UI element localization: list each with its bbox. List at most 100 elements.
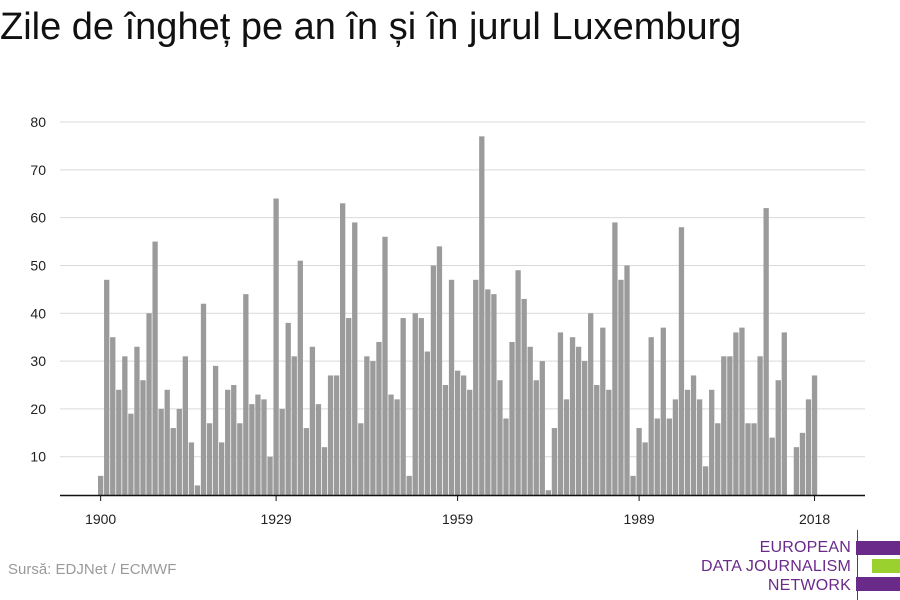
bar-2000 <box>703 466 709 495</box>
bars <box>98 136 818 496</box>
bar-2017 <box>805 399 812 495</box>
bar-1999 <box>696 399 703 495</box>
y-tick-label: 10 <box>30 449 46 465</box>
bar-1977 <box>563 399 570 495</box>
bar-1983 <box>600 327 606 495</box>
bar-1956 <box>436 246 443 495</box>
bar-1934 <box>303 428 309 495</box>
bar-1989 <box>636 428 642 495</box>
bar-1924 <box>243 294 249 495</box>
bar-1985 <box>612 222 618 496</box>
y-tick-label: 60 <box>30 210 46 226</box>
y-tick-label: 80 <box>30 114 46 130</box>
bar-2007 <box>745 423 751 495</box>
bar-1963 <box>479 136 485 495</box>
source-note: Sursă: EDJNet / ECMWF <box>8 561 177 578</box>
bar-1928 <box>267 456 273 495</box>
edjnet-logo: EUROPEAN DATA JOURNALISM NETWORK <box>700 530 900 600</box>
bar-1975 <box>551 428 558 495</box>
y-tick-labels: 10 20 30 40 50 60 70 80 <box>30 114 46 465</box>
bar-1972 <box>533 380 539 495</box>
bar-1994 <box>666 418 672 495</box>
bar-1957 <box>442 385 449 495</box>
logo-bar-purple-bottom <box>856 577 900 591</box>
bar-1904 <box>122 356 128 495</box>
bar-1902 <box>110 337 116 495</box>
bar-1960 <box>461 375 467 495</box>
bar-2011 <box>769 437 775 495</box>
bar-1906 <box>134 346 140 495</box>
bar-1918 <box>206 423 213 495</box>
bar-1900 <box>98 475 104 495</box>
bar-1945 <box>370 361 376 495</box>
logo-bar-green <box>872 559 900 573</box>
bar-1901 <box>104 279 110 495</box>
bar-1997 <box>684 389 691 495</box>
bar-1949 <box>394 399 400 495</box>
y-tick-label: 20 <box>30 401 46 417</box>
bar-1941 <box>346 318 352 495</box>
logo-line-data-journalism: DATA JOURNALISM <box>701 558 851 575</box>
x-tick-label: 1900 <box>85 511 116 527</box>
bar-1995 <box>672 399 679 495</box>
bar-1922 <box>231 385 237 495</box>
bar-1947 <box>382 236 388 495</box>
bar-1917 <box>200 303 207 495</box>
bar-1939 <box>333 375 340 495</box>
bar-1946 <box>376 341 382 495</box>
bar-1990 <box>642 442 648 495</box>
bar-1966 <box>497 380 503 495</box>
bar-1927 <box>261 399 267 495</box>
bar-1988 <box>630 475 636 495</box>
bar-1942 <box>352 222 358 496</box>
bar-1973 <box>539 361 545 495</box>
bar-1952 <box>412 313 418 495</box>
bar-1970 <box>521 298 527 495</box>
bar-1953 <box>418 318 424 495</box>
bar-1914 <box>182 356 188 495</box>
bar-1920 <box>219 442 225 495</box>
bar-2012 <box>775 380 781 495</box>
bar-1962 <box>473 279 479 495</box>
bar-2018 <box>811 375 818 495</box>
bar-1929 <box>273 198 279 495</box>
bar-1951 <box>406 475 412 495</box>
bar-1974 <box>545 490 551 495</box>
x-tick-label: 1929 <box>261 511 292 527</box>
logo-line-network: NETWORK <box>767 577 851 594</box>
bar-2009 <box>757 356 763 495</box>
y-tick-label: 70 <box>30 162 46 178</box>
bar-1908 <box>146 313 152 495</box>
bar-1971 <box>527 346 533 495</box>
bar-1998 <box>690 375 697 495</box>
bar-1943 <box>358 423 364 495</box>
bar-1964 <box>485 289 491 495</box>
y-tick-label: 50 <box>30 257 46 273</box>
bar-1950 <box>400 318 406 495</box>
bar-1912 <box>170 428 176 495</box>
bar-1991 <box>648 337 654 495</box>
bar-1933 <box>297 260 303 495</box>
x-tick-label: 1959 <box>442 511 473 527</box>
bar-1915 <box>188 442 195 495</box>
bar-2016 <box>799 432 806 495</box>
bar-1937 <box>321 447 328 495</box>
bar-1968 <box>509 341 515 495</box>
bar-1976 <box>557 332 564 495</box>
bar-2010 <box>763 208 769 495</box>
bar-2013 <box>781 332 787 495</box>
bar-1978 <box>569 337 576 495</box>
bar-1969 <box>515 270 521 495</box>
bar-2015 <box>793 447 800 495</box>
bar-2005 <box>733 332 739 495</box>
bar-1938 <box>327 375 334 495</box>
bar-1916 <box>194 485 201 495</box>
bar-2002 <box>715 423 721 495</box>
bar-1944 <box>364 356 370 495</box>
bar-2004 <box>727 356 733 495</box>
bar-1959 <box>454 370 461 495</box>
bar-1935 <box>309 346 316 495</box>
chart-title: Zile de îngheț pe an în și în jurul Luxe… <box>0 6 742 48</box>
bar-1931 <box>285 322 291 495</box>
